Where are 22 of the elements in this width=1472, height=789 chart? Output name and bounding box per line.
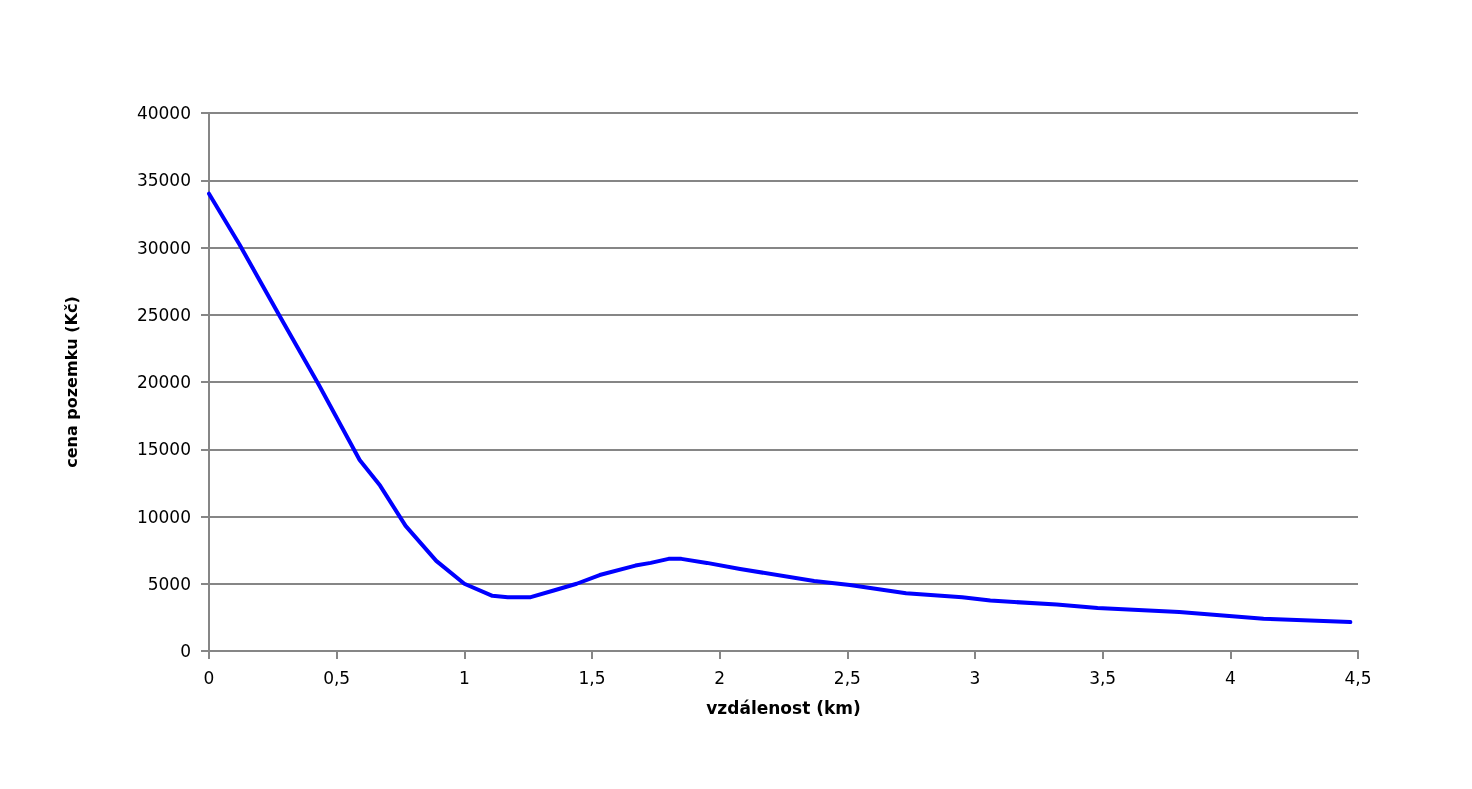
- y-tick-label: 10000: [136, 506, 191, 527]
- y-tick-label: 30000: [136, 237, 191, 258]
- x-tick-label: 3,5: [1089, 667, 1117, 688]
- x-tick-label: 3: [969, 667, 981, 688]
- x-tick-label: 1: [458, 667, 470, 688]
- x-tick-label: 2,5: [833, 667, 861, 688]
- x-tick-label: 0,5: [323, 667, 351, 688]
- x-tick-label: 2: [714, 667, 726, 688]
- x-tick-label: 1,5: [578, 667, 606, 688]
- x-axis-title: vzdálenost (km): [706, 697, 861, 718]
- y-tick-label: 5000: [147, 573, 191, 594]
- y-tick-label: 25000: [136, 304, 191, 325]
- y-tick-label: 0: [180, 641, 191, 661]
- line-series: [207, 191, 1353, 625]
- x-tick-label: 4: [1224, 667, 1236, 688]
- x-tick-label: 4,5: [1344, 667, 1372, 688]
- y-tick-label: 15000: [136, 439, 191, 460]
- y-tick-label: 20000: [136, 372, 191, 392]
- y-tick-label: 35000: [136, 170, 191, 191]
- y-axis-title: cena pozemku (Kč): [61, 296, 81, 468]
- x-tick-label: 0: [203, 667, 215, 688]
- y-tick-label: 40000: [136, 103, 191, 123]
